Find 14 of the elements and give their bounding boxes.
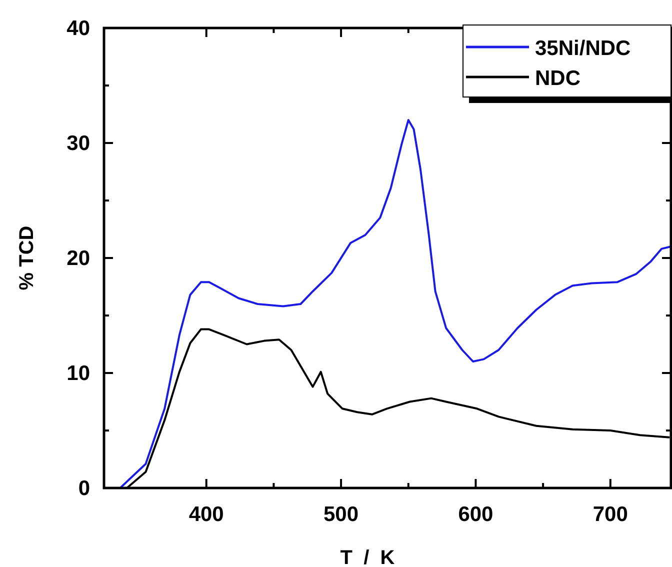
y-tick-label: 0 — [78, 477, 90, 500]
y-tick-label: 10 — [66, 362, 90, 385]
x-tick-label: 400 — [188, 503, 224, 526]
x-tick-label: 700 — [592, 503, 628, 526]
y-tick-label: 40 — [66, 17, 90, 40]
y-tick-label: 30 — [66, 132, 90, 155]
x-tick-label: 600 — [458, 503, 494, 526]
y-tick-label: 20 — [66, 247, 90, 270]
line-series — [119, 119, 672, 489]
legend-label: 35Ni/NDC — [535, 37, 631, 60]
x-axis-title: T / K — [340, 547, 396, 567]
y-axis-title: % TCD — [16, 226, 38, 290]
legend-label: NDC — [535, 67, 580, 90]
x-tick-label: 500 — [324, 503, 359, 526]
